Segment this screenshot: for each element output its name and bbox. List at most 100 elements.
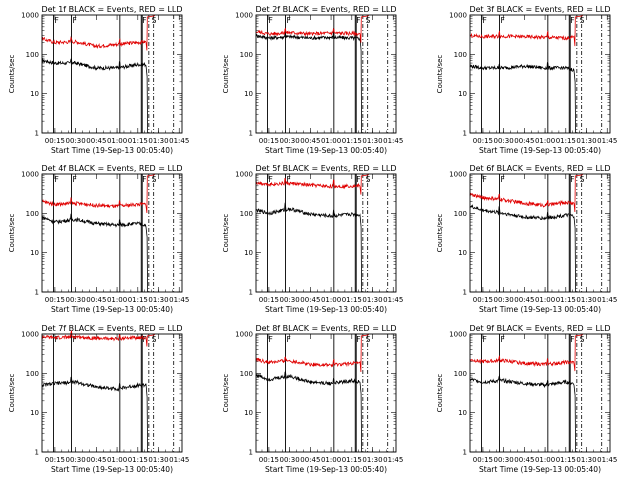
marker-label: F bbox=[570, 16, 574, 25]
x-tick-label: 00:45 bbox=[300, 296, 320, 304]
marker-label: F bbox=[72, 175, 76, 184]
y-tick-label: 10 bbox=[244, 90, 253, 98]
events-series-line bbox=[469, 204, 576, 293]
y-tick-label: 100 bbox=[240, 370, 253, 378]
panel-title: Det 4f BLACK = Events, RED = LLD bbox=[41, 164, 182, 173]
x-tick-label: 00:45 bbox=[514, 137, 534, 145]
marker-label: F bbox=[142, 16, 146, 25]
x-tick-label: 01:30 bbox=[362, 296, 382, 304]
marker-label: F bbox=[55, 335, 59, 344]
x-tick-label: 01:15 bbox=[556, 137, 576, 145]
x-tick-label: 00:15 bbox=[473, 456, 493, 464]
x-tick-label: 00:45 bbox=[86, 456, 106, 464]
lld-series-line bbox=[41, 173, 156, 214]
x-tick-label: 01:45 bbox=[597, 456, 617, 464]
x-tick-label: 01:15 bbox=[128, 296, 148, 304]
panel-det-5: Det 5f BLACK = Events, RED = LLD Counts/s… bbox=[222, 164, 403, 314]
x-tick-label: 01:00 bbox=[321, 137, 341, 145]
lld-series-line bbox=[255, 333, 370, 373]
x-tick-label: 01:00 bbox=[107, 456, 127, 464]
x-tick-label: 00:15 bbox=[259, 137, 279, 145]
y-axis-label: Counts/sec bbox=[222, 214, 230, 253]
y-tick-label: 1 bbox=[463, 289, 467, 297]
x-tick-label: 01:45 bbox=[169, 456, 189, 464]
plot-frame bbox=[255, 333, 397, 453]
y-tick-label: 10 bbox=[458, 249, 467, 257]
marker-label: S bbox=[152, 175, 157, 184]
y-tick-label: 1000 bbox=[235, 331, 253, 339]
y-axis-label: Counts/sec bbox=[8, 55, 16, 94]
plot-frame bbox=[41, 333, 183, 453]
marker-label: F bbox=[483, 16, 487, 25]
x-tick-label: 00:30 bbox=[66, 296, 86, 304]
x-tick-label: 01:45 bbox=[169, 137, 189, 145]
y-tick-label: 1000 bbox=[449, 12, 467, 20]
x-tick-label: 01:45 bbox=[597, 296, 617, 304]
x-tick-label: 01:00 bbox=[107, 296, 127, 304]
marker-label: F bbox=[269, 175, 273, 184]
y-tick-label: 1 bbox=[249, 289, 253, 297]
x-tick-label: 00:45 bbox=[300, 137, 320, 145]
lld-series-line bbox=[255, 14, 370, 43]
x-tick-label: 01:30 bbox=[576, 296, 596, 304]
y-tick-label: 100 bbox=[454, 51, 467, 59]
x-axis-label: Start Time (19-Sep-13 00:05:40) bbox=[479, 305, 601, 314]
marker-label: F bbox=[269, 335, 273, 344]
x-tick-label: 01:30 bbox=[576, 137, 596, 145]
panel-title: Det 2f BLACK = Events, RED = LLD bbox=[255, 5, 396, 14]
y-tick-label: 1 bbox=[249, 449, 253, 457]
marker-label: F bbox=[483, 175, 487, 184]
marker-label: S bbox=[152, 335, 157, 344]
y-tick-label: 10 bbox=[30, 409, 39, 417]
panel-title: Det 7f BLACK = Events, RED = LLD bbox=[41, 324, 182, 333]
panel-det-7: Det 7f BLACK = Events, RED = LLD Counts/s… bbox=[8, 324, 189, 474]
lld-series-line bbox=[469, 14, 584, 47]
x-tick-label: 01:45 bbox=[383, 296, 403, 304]
events-series-line bbox=[469, 374, 576, 453]
x-tick-label: 00:30 bbox=[494, 137, 514, 145]
x-tick-label: 00:45 bbox=[86, 137, 106, 145]
panel-det-6: Det 6f BLACK = Events, RED = LLD Counts/s… bbox=[436, 164, 617, 314]
y-tick-label: 1000 bbox=[21, 12, 39, 20]
x-tick-label: 00:45 bbox=[86, 296, 106, 304]
x-tick-label: 00:15 bbox=[259, 456, 279, 464]
x-tick-label: 01:15 bbox=[342, 296, 362, 304]
events-series-line bbox=[255, 202, 362, 293]
marker-label: F bbox=[142, 175, 146, 184]
marker-label: F bbox=[500, 175, 504, 184]
x-tick-label: 00:15 bbox=[45, 137, 65, 145]
x-tick-label: 00:45 bbox=[514, 296, 534, 304]
x-tick-label: 00:30 bbox=[494, 456, 514, 464]
events-series-line bbox=[41, 58, 148, 134]
x-axis-label: Start Time (19-Sep-13 00:05:40) bbox=[51, 146, 173, 155]
lld-series-line bbox=[41, 14, 156, 51]
marker-label: F bbox=[286, 175, 290, 184]
lld-series-line bbox=[469, 173, 584, 213]
x-axis-label: Start Time (19-Sep-13 00:05:40) bbox=[265, 305, 387, 314]
y-tick-label: 100 bbox=[240, 51, 253, 59]
x-tick-label: 01:30 bbox=[148, 456, 168, 464]
x-tick-label: 01:30 bbox=[576, 456, 596, 464]
events-series-line bbox=[469, 62, 576, 134]
x-tick-label: 00:15 bbox=[473, 137, 493, 145]
x-tick-label: 01:15 bbox=[128, 137, 148, 145]
panel-det-3: Det 3f BLACK = Events, RED = LLD Counts/s… bbox=[436, 5, 617, 155]
y-tick-label: 100 bbox=[454, 370, 467, 378]
x-tick-label: 01:00 bbox=[107, 137, 127, 145]
y-tick-label: 1 bbox=[35, 130, 39, 138]
panel-det-8: Det 8f BLACK = Events, RED = LLD Counts/s… bbox=[222, 324, 403, 474]
events-series-line bbox=[255, 31, 362, 134]
panel-det-1: Det 1f BLACK = Events, RED = LLD Counts/s… bbox=[8, 5, 189, 155]
x-tick-label: 01:00 bbox=[535, 137, 555, 145]
y-tick-label: 100 bbox=[26, 51, 39, 59]
x-tick-label: 01:30 bbox=[362, 137, 382, 145]
y-tick-label: 100 bbox=[26, 370, 39, 378]
y-tick-label: 1000 bbox=[21, 171, 39, 179]
plot-frame bbox=[255, 14, 397, 134]
plot-frame bbox=[469, 333, 611, 453]
panel-det-9: Det 9f BLACK = Events, RED = LLD Counts/s… bbox=[436, 324, 617, 474]
marker-label: F bbox=[72, 335, 76, 344]
panel-title: Det 6f BLACK = Events, RED = LLD bbox=[469, 164, 610, 173]
marker-label: S bbox=[366, 16, 371, 25]
x-tick-label: 00:30 bbox=[66, 456, 86, 464]
